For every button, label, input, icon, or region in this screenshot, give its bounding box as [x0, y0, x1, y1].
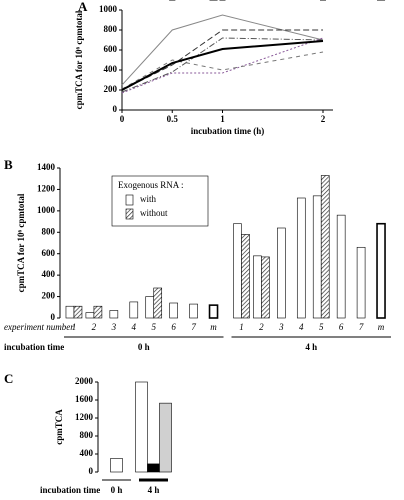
x-tick-label: 0	[120, 114, 125, 124]
x-tick-label: m	[210, 322, 217, 332]
y-tick-label: 0	[113, 104, 118, 114]
group-label: 0 h	[138, 342, 150, 352]
bar	[85, 312, 95, 319]
bar	[110, 458, 123, 473]
y-tick-label: 1000	[99, 4, 118, 14]
series-line	[121, 40, 324, 91]
x-tick-label: 6	[171, 322, 176, 332]
legend-label: with	[140, 194, 157, 204]
y-tick-label: 1200	[37, 183, 56, 193]
y-tick-label: 800	[80, 430, 94, 440]
bar	[135, 381, 148, 473]
panel-label: C	[4, 371, 13, 386]
x-tick-label: 1	[72, 322, 77, 332]
y-tick-label: 600	[42, 248, 56, 258]
bar	[109, 310, 119, 319]
y-tick-label: 600	[104, 44, 118, 54]
bar	[296, 197, 306, 319]
x-tick-label: 5	[319, 322, 324, 332]
bar	[241, 234, 250, 319]
bar	[261, 256, 270, 319]
x-tick-label: 0.5	[167, 114, 179, 124]
x-tick-label: 7	[191, 322, 196, 332]
x-tick-label: 2	[259, 322, 264, 332]
y-axis-label: cpmTCA	[54, 409, 64, 445]
panel-label: B	[4, 157, 13, 172]
bar	[147, 463, 160, 473]
x-tick-label: 5	[151, 322, 156, 332]
bar	[153, 287, 163, 319]
y-tick-label: 200	[42, 291, 56, 301]
x-tick-label: 3	[111, 322, 117, 332]
x-tick-label: 7	[359, 322, 364, 332]
bar	[320, 175, 330, 319]
legend-title: Exogenous RNA :	[118, 180, 184, 190]
x-tick-label: 4	[299, 322, 304, 332]
y-tick-label: 400	[80, 448, 94, 458]
bar	[169, 302, 178, 319]
series-line	[121, 14, 324, 86]
row-label: incubation time	[40, 485, 100, 495]
bar	[145, 296, 155, 319]
y-axis-label: cpmTCA for 10⁶ cpmtotal	[16, 193, 26, 292]
x-tick-label: 2	[321, 114, 326, 124]
x-tick-label: 1	[220, 114, 225, 124]
bar	[65, 305, 75, 319]
y-tick-label: 800	[104, 24, 118, 34]
series-line	[121, 37, 324, 93]
y-tick-label: 0	[51, 312, 56, 322]
row-label: incubation time	[4, 342, 64, 352]
group-label: 4 h	[305, 342, 317, 352]
y-tick-label: 1600	[75, 394, 94, 404]
bar	[73, 305, 83, 319]
x-tick-label: 4	[132, 322, 137, 332]
y-tick-label: 1000	[37, 205, 56, 215]
x-tick-label: 6	[339, 322, 344, 332]
bar	[376, 222, 386, 319]
bar	[93, 305, 103, 319]
legend-label: without	[140, 208, 168, 218]
group-label: 0 h	[111, 485, 123, 495]
bar	[159, 402, 172, 473]
x-tick-label: 2	[92, 322, 97, 332]
bar	[336, 214, 346, 319]
x-tick-label: 3	[278, 322, 284, 332]
bar	[233, 223, 242, 319]
panel-label: A	[78, 0, 88, 14]
group-label: 4 h	[148, 485, 160, 495]
y-tick-label: 0	[89, 466, 94, 476]
bar	[312, 195, 322, 319]
x-axis-label: incubation time (h)	[191, 126, 265, 136]
bar	[356, 246, 366, 319]
series-line	[121, 37, 324, 94]
y-tick-label: 800	[42, 226, 56, 236]
row-label: experiment number	[4, 322, 74, 332]
x-tick-label: m	[378, 322, 385, 332]
bar	[277, 227, 286, 319]
bar	[129, 301, 139, 319]
series-line	[121, 51, 324, 90]
y-tick-label: 2000	[75, 376, 94, 386]
legend-swatch	[125, 208, 134, 220]
y-tick-label: 1200	[75, 412, 94, 422]
x-tick-label: 1	[239, 322, 244, 332]
y-tick-label: 400	[42, 269, 56, 279]
bar	[253, 255, 262, 319]
y-tick-label: 1400	[37, 162, 56, 172]
bar	[208, 304, 219, 319]
legend-swatch	[125, 194, 134, 206]
y-tick-label: 200	[104, 84, 118, 94]
y-tick-label: 400	[104, 64, 118, 74]
bar	[189, 303, 198, 319]
y-axis-label: cpmTCA for 10⁶ cpmtotal	[74, 10, 84, 109]
